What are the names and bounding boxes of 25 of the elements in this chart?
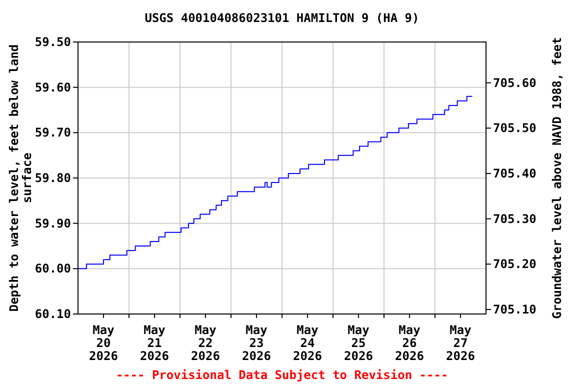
y2-tick-label: 705.50 [493,121,536,136]
y-tick-label: 59.60 [34,80,71,94]
y2-tick-label: 705.20 [493,257,536,272]
chart-title: USGS 400104086023101 HAMILTON 9 (HA 9) [144,11,420,25]
y-tick-label: 60.10 [34,307,71,321]
y-tick-label: 59.90 [34,216,71,230]
y2-tick-label: 705.30 [493,212,536,226]
y-axis-title: Depth to water level, feet below land surface [7,44,34,312]
x-tick-label: May 24 2026 [293,323,322,363]
y2-axis-title: Groundwater level above NAVD 1988, feet [550,37,564,319]
x-tick-label: May 23 2026 [242,323,271,363]
y-tick-label: 59.50 [34,35,71,49]
y2-tick-label: 705.40 [493,166,536,180]
y-tick-label: 59.70 [34,126,71,140]
y2-tick-label: 705.60 [493,76,536,90]
y2-tick-label: 705.10 [493,302,536,316]
x-tick-label: May 20 2026 [89,323,118,363]
text: ---- Provisional Data Subject to Revision ---- [116,368,448,382]
y-tick-label: 59.80 [34,171,71,185]
x-tick-label: May 25 2026 [344,323,373,363]
x-tick-label: May 21 2026 [140,323,169,363]
x-tick-label: May 22 2026 [191,323,220,363]
x-tick-label: May 26 2026 [395,323,424,363]
y-tick-label: 60.00 [34,262,71,276]
x-tick-label: May 27 2026 [446,323,475,363]
